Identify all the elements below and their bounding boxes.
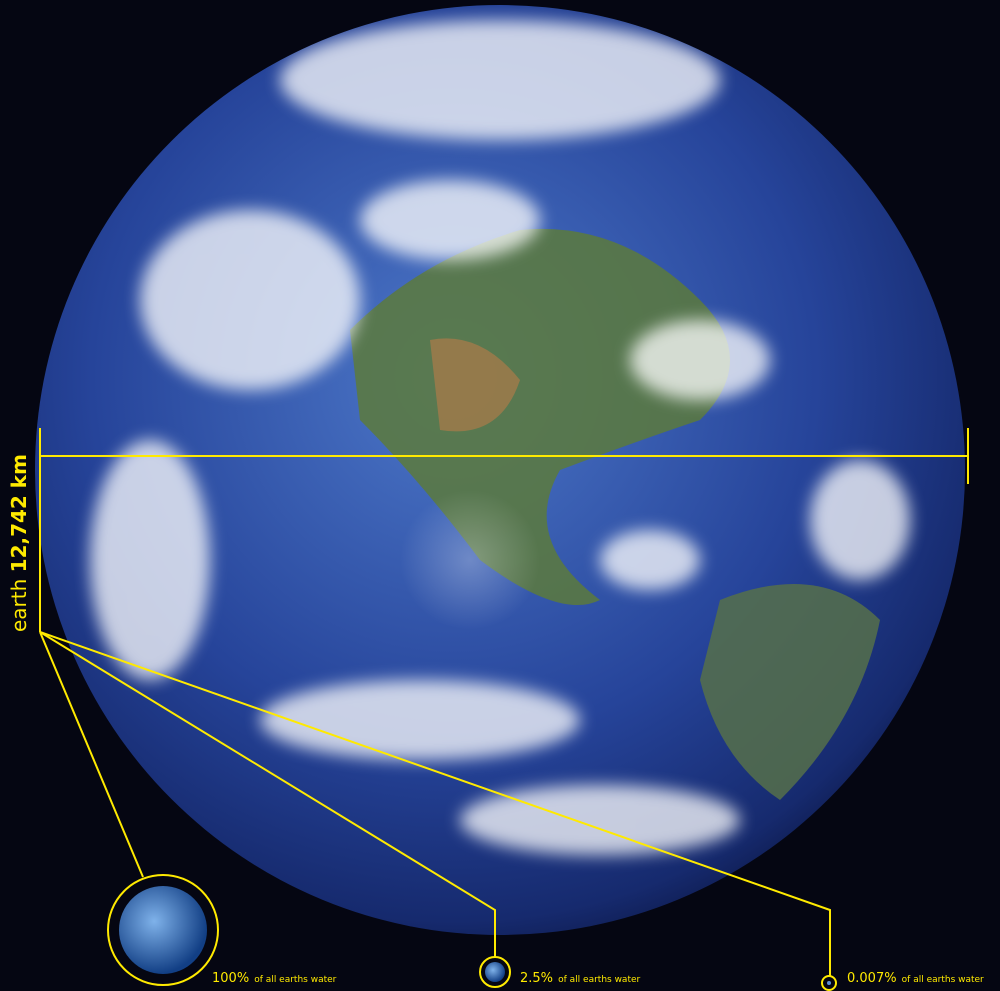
sphere-2-5: 2.5% of all earths water	[479, 956, 641, 988]
earth-diameter: 12,742 km	[7, 454, 31, 572]
sphere-0-007: 0.007% of all earths water	[821, 967, 984, 991]
caption: of all earths water	[902, 975, 984, 985]
sphere-label: 2.5% of all earths water	[520, 967, 641, 986]
percent: 2.5%	[520, 971, 553, 986]
percent: 100%	[212, 971, 249, 986]
caption: of all earths water	[254, 975, 336, 985]
sphere-label: 0.007% of all earths water	[847, 967, 984, 986]
sphere-label: 100% of all earths water	[212, 967, 337, 986]
earth	[35, 5, 965, 935]
sphere-100: 100% of all earths water	[107, 874, 337, 986]
connectors	[39, 631, 831, 976]
caption: of all earths water	[558, 975, 640, 985]
earth-label: earth	[7, 579, 31, 632]
diameter-marker	[39, 428, 969, 632]
percent: 0.007%	[847, 971, 897, 986]
diameter-label: earth 12,742 km	[7, 454, 31, 632]
